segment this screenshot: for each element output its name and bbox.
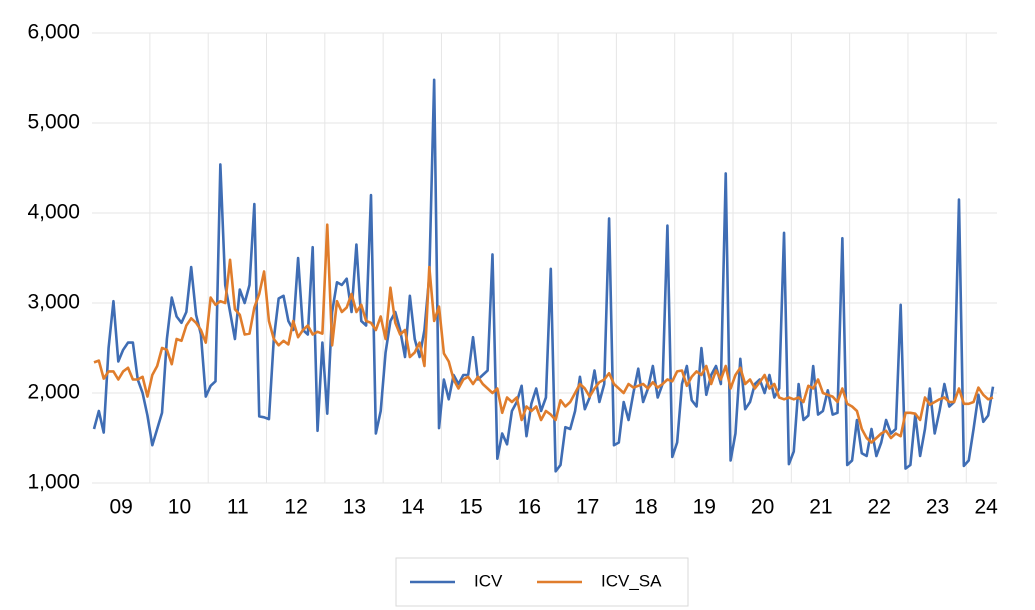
legend-box xyxy=(395,557,689,607)
x-tick-label: 12 xyxy=(284,496,307,519)
y-tick-label: 1,000 xyxy=(27,471,80,494)
y-tick-label: 2,000 xyxy=(27,381,80,404)
y-tick-label: 4,000 xyxy=(27,201,80,224)
x-tick-label: 18 xyxy=(634,496,657,519)
x-tick-label: 15 xyxy=(459,496,482,519)
x-tick-label: 13 xyxy=(343,496,366,519)
y-tick-label: 3,000 xyxy=(27,291,80,314)
x-tick-label: 10 xyxy=(168,496,191,519)
x-tick-label: 09 xyxy=(109,496,132,519)
x-tick-label: 16 xyxy=(518,496,541,519)
x-tick-label: 17 xyxy=(576,496,599,519)
x-tick-label: 22 xyxy=(868,496,891,519)
x-tick-label: 11 xyxy=(227,496,249,519)
x-tick-label: 19 xyxy=(693,496,716,519)
line-series xyxy=(92,78,995,473)
legend-label: ICV_SA xyxy=(601,571,662,590)
y-tick-label: 6,000 xyxy=(27,21,80,44)
x-tick-label: 21 xyxy=(809,496,832,519)
legend-label: ICV xyxy=(474,571,503,590)
x-tick-label: 24 xyxy=(974,496,998,519)
x-tick-label: 20 xyxy=(751,496,774,519)
x-tick-label: 14 xyxy=(401,496,425,519)
line-series xyxy=(93,223,994,444)
y-tick-label: 5,000 xyxy=(27,111,80,134)
x-tick-label: 23 xyxy=(926,496,949,519)
